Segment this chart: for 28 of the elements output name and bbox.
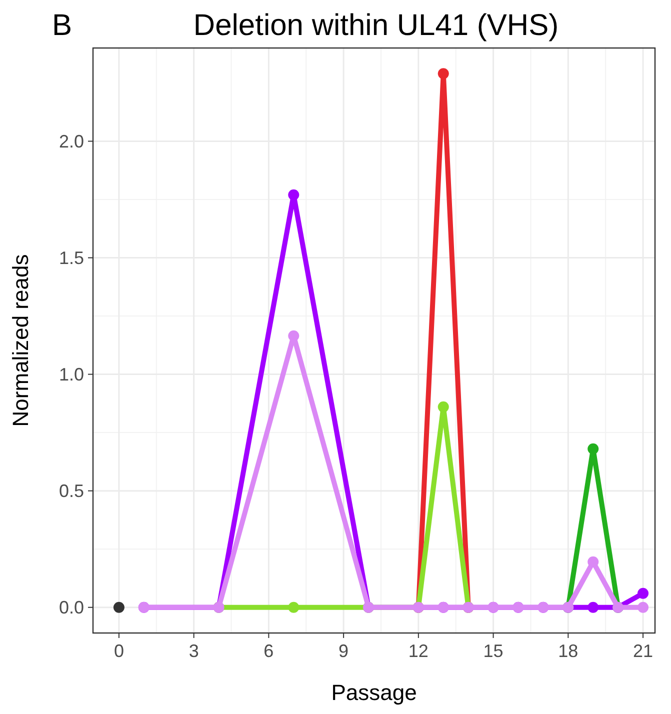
y-tick-label: 0.0 — [58, 598, 84, 618]
point — [638, 588, 649, 599]
y-tick-label: 2.0 — [58, 132, 84, 152]
point — [438, 68, 449, 80]
x-tick-label: 12 — [408, 641, 428, 661]
point — [113, 602, 124, 613]
y-tick-label: 1.0 — [58, 364, 84, 385]
point — [638, 602, 649, 613]
x-tick-label: 6 — [264, 641, 274, 661]
point — [588, 443, 599, 454]
x-tick-label: 18 — [558, 641, 578, 661]
point — [288, 330, 300, 342]
y-tick-label: 0.5 — [58, 481, 84, 502]
point — [288, 189, 300, 200]
point — [288, 602, 300, 613]
x-tick-label: 0 — [114, 641, 124, 661]
point — [588, 556, 599, 568]
x-axis-title: Passage — [331, 680, 417, 705]
point — [438, 401, 449, 412]
x-tick-label: 9 — [338, 641, 349, 661]
y-tick-label: 1.5 — [58, 248, 84, 268]
text: B — [52, 9, 72, 42]
x-tick-label: 15 — [483, 641, 504, 661]
x-tick-label: 3 — [188, 641, 199, 661]
point — [588, 602, 599, 613]
y-axis-title: Normalized reads — [8, 254, 33, 427]
x-tick-label: 21 — [633, 641, 654, 661]
chart-title: Deletion within UL41 (VHS) — [193, 9, 559, 42]
